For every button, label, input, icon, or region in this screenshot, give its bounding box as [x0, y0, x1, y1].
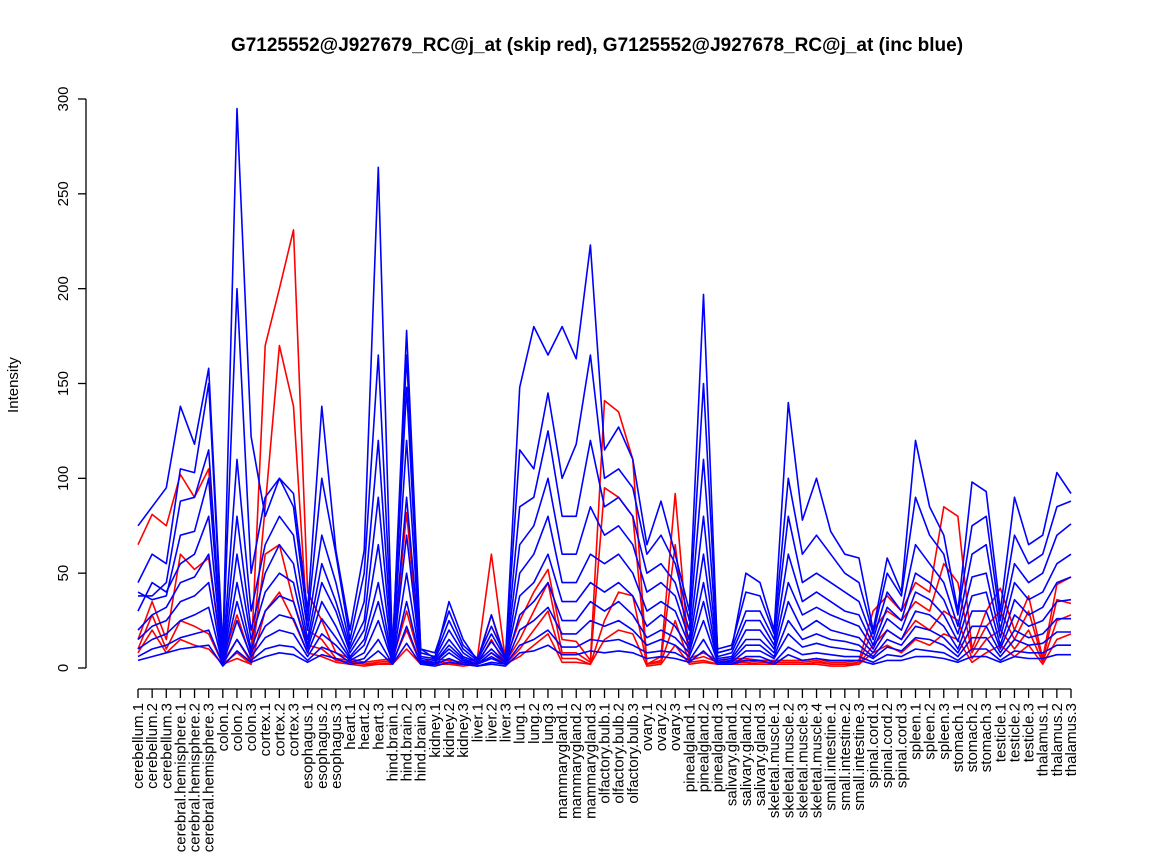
x-axis: cerebellum.1cerebellum.2cerebellum.3cere… — [130, 688, 1080, 852]
x-tick-label: salivary.gland.2 — [738, 703, 755, 806]
series-line-skip-1 — [137, 344, 1072, 666]
x-tick-label: cerebral.hemisphere.3 — [201, 703, 218, 852]
x-tick-label: spleen.2 — [922, 703, 939, 760]
x-tick-label: cortex.1 — [257, 703, 274, 756]
x-tick-label: heart.1 — [342, 703, 359, 750]
x-tick-label: stomach.2 — [964, 703, 981, 772]
y-tick-label: 250 — [55, 181, 72, 206]
x-tick-label: skeletal.muscle.3 — [794, 703, 811, 818]
x-tick-label: pinealgland.2 — [695, 703, 712, 792]
chart-title: G7125552@J927679_RC@j_at (skip red), G71… — [231, 35, 963, 56]
y-tick-label: 50 — [55, 565, 72, 582]
x-tick-label: kidney.2 — [441, 703, 458, 758]
x-tick-label: testicle.3 — [1021, 703, 1038, 762]
x-tick-label: salivary.gland.3 — [752, 703, 769, 806]
series-line-inc-7 — [137, 439, 1072, 664]
x-tick-label: thalamus.1 — [1035, 703, 1052, 776]
x-tick-label: ovary.1 — [639, 703, 656, 751]
x-tick-label: spinal.cord.3 — [893, 703, 910, 788]
y-tick-label: 150 — [55, 371, 72, 396]
x-tick-label: olfactory.bulb.3 — [625, 703, 642, 804]
x-tick-label: skeletal.muscle.1 — [766, 703, 783, 818]
x-tick-label: small.intestine.3 — [851, 703, 868, 811]
series-line-inc-12 — [137, 625, 1071, 667]
y-tick-label: 200 — [55, 276, 72, 301]
series-line-inc-5 — [137, 287, 1072, 660]
x-tick-label: colon.3 — [243, 703, 260, 751]
x-tick-label: thalamus.3 — [1063, 703, 1080, 776]
x-tick-label: hind.brain.2 — [399, 703, 416, 781]
y-axis: 0 50 100 150 200 250 300 — [55, 86, 87, 672]
x-tick-label: heart.2 — [356, 703, 373, 750]
x-tick-label: skeletal.muscle.4 — [809, 703, 826, 818]
x-tick-label: lung.2 — [526, 703, 543, 744]
x-tick-label: olfactory.bulb.1 — [597, 703, 614, 804]
y-tick-label: 300 — [55, 86, 72, 111]
x-tick-label: cerebellum.1 — [130, 703, 147, 789]
x-tick-label: liver.1 — [469, 703, 486, 742]
x-tick-label: cerebellum.2 — [144, 703, 161, 789]
series-line-inc-9 — [137, 534, 1072, 666]
x-tick-label: kidney.3 — [455, 703, 472, 758]
x-tick-label: stomach.3 — [978, 703, 995, 772]
x-tick-label: pinealgland.3 — [710, 703, 727, 792]
x-tick-label: small.intestine.1 — [823, 703, 840, 811]
x-tick-label: cortex.3 — [286, 703, 303, 756]
series-line-inc-10 — [137, 572, 1071, 666]
series-line-inc-4 — [137, 107, 1072, 662]
x-tick-label: cerebellum.3 — [158, 703, 175, 789]
series-line-inc-6 — [138, 386, 1072, 662]
x-tick-label: heart.3 — [370, 703, 387, 750]
x-tick-label: liver.3 — [498, 703, 515, 742]
x-tick-label: small.intestine.2 — [837, 703, 854, 811]
x-tick-label: liver.2 — [483, 703, 500, 742]
x-tick-label: spinal.cord.1 — [865, 703, 882, 788]
series-lines — [137, 107, 1072, 667]
series-line-skip-0 — [137, 229, 1072, 666]
x-tick-label: olfactory.bulb.2 — [611, 703, 628, 804]
series-line-inc-11 — [137, 600, 1071, 666]
x-tick-label: testicle.1 — [992, 703, 1009, 762]
x-tick-label: cortex.2 — [271, 703, 288, 756]
x-tick-label: testicle.2 — [1006, 703, 1023, 762]
x-tick-label: ovary.2 — [653, 703, 670, 751]
x-tick-label: esophagus.3 — [328, 703, 345, 789]
x-tick-label: ovary.3 — [667, 703, 684, 751]
x-tick-label: hind.brain.1 — [384, 703, 401, 781]
y-axis-label: Intensity — [5, 357, 22, 413]
x-tick-label: mammarygland.2 — [568, 703, 585, 819]
x-tick-label: hind.brain.3 — [413, 703, 430, 781]
x-tick-label: lung.3 — [540, 703, 557, 744]
y-tick-label: 100 — [55, 466, 72, 491]
x-tick-label: kidney.1 — [427, 703, 444, 758]
x-tick-label: colon.1 — [215, 703, 232, 751]
x-tick-label: esophagus.2 — [314, 703, 331, 789]
x-tick-label: cerebral.hemisphere.1 — [172, 703, 189, 852]
x-tick-label: mammarygland.3 — [582, 703, 599, 819]
x-tick-label: spleen.1 — [908, 703, 925, 760]
x-tick-label: spleen.3 — [936, 703, 953, 760]
x-tick-label: skeletal.muscle.2 — [780, 703, 797, 818]
x-tick-label: pinealgland.1 — [681, 703, 698, 792]
x-tick-label: spinal.cord.2 — [879, 703, 896, 788]
x-tick-label: salivary.gland.1 — [724, 703, 741, 806]
x-tick-label: thalamus.2 — [1049, 703, 1066, 776]
series-line-inc-8 — [137, 496, 1072, 664]
series-line-inc-13 — [137, 642, 1071, 667]
x-tick-label: colon.2 — [229, 703, 246, 751]
x-tick-label: lung.1 — [512, 703, 529, 744]
x-tick-label: mammarygland.1 — [554, 703, 571, 819]
y-tick-label: 0 — [55, 664, 72, 672]
x-tick-label: stomach.1 — [950, 703, 967, 772]
x-tick-label: cerebral.hemisphere.2 — [187, 703, 204, 852]
x-tick-label: esophagus.1 — [300, 703, 317, 789]
